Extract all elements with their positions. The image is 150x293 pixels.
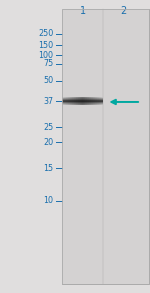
Text: 150: 150 [38,41,53,50]
Bar [76,97,77,105]
Text: 25: 25 [43,123,53,132]
Bar [68,97,69,105]
Bar [62,9,103,284]
Bar [83,97,84,105]
Bar [102,97,103,105]
Bar [77,97,78,105]
Bar [63,97,64,105]
Bar [86,97,87,105]
Bar [94,97,95,105]
Bar [75,97,76,105]
Bar [70,97,71,105]
Text: 75: 75 [43,59,53,68]
Bar [62,97,63,105]
Text: 100: 100 [38,51,53,59]
Bar [67,97,68,105]
Bar [82,97,83,105]
Text: 250: 250 [38,29,53,38]
Bar [78,97,79,105]
Bar [62,9,148,284]
Bar [101,97,102,105]
Text: 1: 1 [80,6,86,16]
Bar [74,97,75,105]
Bar [72,97,73,105]
Bar [79,97,80,105]
Text: 50: 50 [43,76,53,85]
Bar [81,97,82,105]
Bar [90,97,91,105]
Text: 20: 20 [43,138,53,146]
Bar [95,97,96,105]
Bar [89,97,90,105]
Bar [93,97,94,105]
Bar [96,97,97,105]
Bar [100,97,101,105]
Bar [99,97,100,105]
Bar [66,97,67,105]
Bar [85,97,86,105]
Bar [91,97,92,105]
Text: 15: 15 [43,164,53,173]
Bar [103,9,148,284]
Text: 37: 37 [43,97,53,105]
Bar [62,9,148,284]
Text: 10: 10 [43,196,53,205]
Bar [69,97,70,105]
Bar [65,97,66,105]
Bar [98,97,99,105]
Bar [97,97,98,105]
Bar [73,97,74,105]
Bar [92,97,93,105]
Bar [80,97,81,105]
Bar [87,97,88,105]
Text: 2: 2 [120,6,126,16]
Bar [71,97,72,105]
Bar [84,97,85,105]
Bar [88,97,89,105]
Bar [64,97,65,105]
